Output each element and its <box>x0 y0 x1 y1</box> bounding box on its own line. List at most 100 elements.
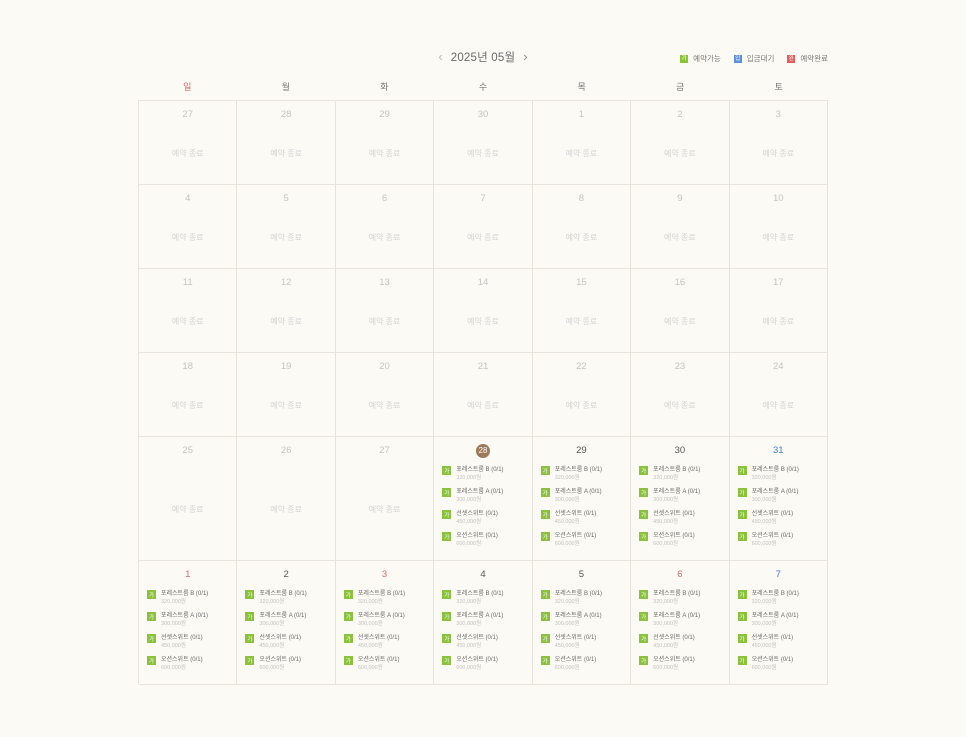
room-item[interactable]: 가 포레스트룸 A (0/1) 300,000원 <box>343 612 429 628</box>
available-badge[interactable]: 가 <box>737 532 747 541</box>
available-badge[interactable]: 가 <box>147 656 156 665</box>
room-item[interactable]: 가 오션스위트 (0/1) 600,000원 <box>737 656 823 672</box>
calendar-day[interactable]: 31 가 포레스트룸 B (0/1) 320,000원 가 포레스트룸 A (0/1) 30… <box>729 437 828 561</box>
room-name[interactable]: 포레스트룸 B (0/1) <box>653 467 701 473</box>
available-badge[interactable]: 가 <box>147 590 156 599</box>
room-item[interactable]: 가 선셋스위트 (0/1) 450,000원 <box>639 634 724 650</box>
room-name[interactable]: 선셋스위트 (0/1) <box>161 635 203 641</box>
calendar-day[interactable]: 3 가 포레스트룸 B (0/1) 320,000원 가 포레스트룸 A (0/1) 300… <box>335 561 435 685</box>
room-name[interactable]: 오션스위트 (0/1) <box>161 657 203 663</box>
room-item[interactable]: 가 포레스트룸 B (0/1) 320,000원 <box>442 590 527 606</box>
available-badge[interactable]: 가 <box>442 488 452 497</box>
available-badge[interactable]: 가 <box>737 634 747 643</box>
room-item[interactable]: 가 포레스트룸 A (0/1) 300,000원 <box>147 612 232 628</box>
calendar-day[interactable]: 29 가 포레스트룸 B (0/1) 320,000원 가 포레스트룸 A (0/1) 30… <box>532 437 632 561</box>
room-item[interactable]: 가 포레스트룸 B (0/1) 320,000원 <box>147 590 232 606</box>
room-item[interactable]: 가 오션스위트 (0/1) 600,000원 <box>639 532 724 548</box>
room-name[interactable]: 선셋스위트 (0/1) <box>259 635 302 641</box>
room-item[interactable]: 가 포레스트룸 A (0/1) 300,000원 <box>442 612 527 628</box>
room-item[interactable]: 가 선셋스위트 (0/1) 450,000원 <box>343 634 429 650</box>
room-item[interactable]: 가 포레스트룸 B (0/1) 320,000원 <box>737 590 823 606</box>
room-item[interactable]: 가 포레스트룸 A (0/1) 300,000원 <box>540 488 626 504</box>
room-item[interactable]: 가 포레스트룸 A (0/1) 300,000원 <box>245 612 330 628</box>
available-badge[interactable]: 가 <box>147 634 156 643</box>
room-item[interactable]: 가 오션스위트 (0/1) 600,000원 <box>245 656 330 672</box>
room-name[interactable]: 포레스트룸 A (0/1) <box>161 613 208 619</box>
available-badge[interactable]: 가 <box>540 634 550 643</box>
room-name[interactable]: 포레스트룸 B (0/1) <box>554 467 602 473</box>
room-name[interactable]: 포레스트룸 A (0/1) <box>554 613 602 619</box>
room-name[interactable]: 포레스트룸 A (0/1) <box>456 489 504 495</box>
available-badge[interactable]: 가 <box>343 656 353 665</box>
room-item[interactable]: 가 포레스트룸 A (0/1) 300,000원 <box>737 612 823 628</box>
room-item[interactable]: 가 선셋스위트 (0/1) 450,000원 <box>639 510 724 526</box>
room-item[interactable]: 가 선셋스위트 (0/1) 450,000원 <box>245 634 330 650</box>
room-item[interactable]: 가 포레스트룸 B (0/1) 320,000원 <box>540 590 626 606</box>
room-item[interactable]: 가 포레스트룸 A (0/1) 300,000원 <box>639 488 724 504</box>
available-badge[interactable]: 가 <box>639 634 649 643</box>
room-item[interactable]: 가 포레스트룸 B (0/1) 320,000원 <box>245 590 330 606</box>
chevron-right-icon[interactable]: › <box>523 49 528 64</box>
room-name[interactable]: 포레스트룸 B (0/1) <box>653 591 701 597</box>
room-name[interactable]: 선셋스위트 (0/1) <box>554 635 597 641</box>
room-item[interactable]: 가 오션스위트 (0/1) 600,000원 <box>343 656 429 672</box>
room-item[interactable]: 가 선셋스위트 (0/1) 450,000원 <box>442 634 527 650</box>
available-badge[interactable]: 가 <box>737 488 747 497</box>
available-badge[interactable]: 가 <box>245 590 255 599</box>
room-name[interactable]: 포레스트룸 B (0/1) <box>456 591 504 597</box>
available-badge[interactable]: 가 <box>737 612 747 621</box>
room-name[interactable]: 포레스트룸 A (0/1) <box>653 613 701 619</box>
room-item[interactable]: 가 선셋스위트 (0/1) 450,000원 <box>442 510 527 526</box>
available-badge[interactable]: 가 <box>147 612 156 621</box>
room-name[interactable]: 포레스트룸 A (0/1) <box>751 489 799 495</box>
room-name[interactable]: 오션스위트 (0/1) <box>357 657 400 663</box>
available-badge[interactable]: 가 <box>540 510 550 519</box>
available-badge[interactable]: 가 <box>442 612 452 621</box>
room-item[interactable]: 가 오션스위트 (0/1) 600,000원 <box>639 656 724 672</box>
room-name[interactable]: 포레스트룸 A (0/1) <box>653 489 701 495</box>
room-name[interactable]: 포레스트룸 A (0/1) <box>259 613 307 619</box>
room-item[interactable]: 가 포레스트룸 A (0/1) 300,000원 <box>737 488 823 504</box>
room-name[interactable]: 선셋스위트 (0/1) <box>653 511 695 517</box>
room-name[interactable]: 포레스트룸 B (0/1) <box>554 591 602 597</box>
calendar-day[interactable]: 4 가 포레스트룸 B (0/1) 320,000원 가 포레스트룸 A (0/1) 300… <box>434 561 533 685</box>
available-badge[interactable]: 가 <box>540 590 550 599</box>
room-name[interactable]: 선셋스위트 (0/1) <box>554 511 597 517</box>
room-name[interactable]: 포레스트룸 B (0/1) <box>751 467 799 473</box>
available-badge[interactable]: 가 <box>639 488 649 497</box>
room-item[interactable]: 가 포레스트룸 B (0/1) 320,000원 <box>639 466 724 482</box>
available-badge[interactable]: 가 <box>245 634 255 643</box>
available-badge[interactable]: 가 <box>639 612 649 621</box>
room-item[interactable]: 가 오션스위트 (0/1) 600,000원 <box>540 656 626 672</box>
available-badge[interactable]: 가 <box>540 532 550 541</box>
available-badge[interactable]: 가 <box>245 656 255 665</box>
calendar-day[interactable]: 5 가 포레스트룸 B (0/1) 320,000원 가 포레스트룸 A (0/1) 300… <box>532 561 632 685</box>
available-badge[interactable]: 가 <box>540 488 550 497</box>
room-name[interactable]: 포레스트룸 A (0/1) <box>554 489 602 495</box>
available-badge[interactable]: 가 <box>343 590 353 599</box>
room-item[interactable]: 가 포레스트룸 A (0/1) 300,000원 <box>540 612 626 628</box>
room-item[interactable]: 가 선셋스위트 (0/1) 450,000원 <box>737 510 823 526</box>
room-name[interactable]: 포레스트룸 A (0/1) <box>751 613 799 619</box>
available-badge[interactable]: 가 <box>442 532 452 541</box>
room-item[interactable]: 가 선셋스위트 (0/1) 450,000원 <box>147 634 232 650</box>
available-badge[interactable]: 가 <box>737 510 747 519</box>
room-item[interactable]: 가 포레스트룸 B (0/1) 320,000원 <box>737 466 823 482</box>
room-name[interactable]: 오션스위트 (0/1) <box>653 533 695 539</box>
available-badge[interactable]: 가 <box>639 510 649 519</box>
available-badge[interactable]: 가 <box>540 612 550 621</box>
room-name[interactable]: 포레스트룸 A (0/1) <box>357 613 405 619</box>
room-item[interactable]: 가 오션스위트 (0/1) 600,000원 <box>147 656 232 672</box>
room-item[interactable]: 가 선셋스위트 (0/1) 450,000원 <box>737 634 823 650</box>
room-item[interactable]: 가 오션스위트 (0/1) 600,000원 <box>737 532 823 548</box>
calendar-day[interactable]: 2 가 포레스트룸 B (0/1) 320,000원 가 포레스트룸 A (0/1) 300… <box>237 561 336 685</box>
available-badge[interactable]: 가 <box>442 656 452 665</box>
room-name[interactable]: 선셋스위트 (0/1) <box>751 511 794 517</box>
room-item[interactable]: 가 포레스트룸 A (0/1) 300,000원 <box>442 488 527 504</box>
room-name[interactable]: 오션스위트 (0/1) <box>751 657 794 663</box>
available-badge[interactable]: 가 <box>639 466 649 475</box>
room-name[interactable]: 오션스위트 (0/1) <box>259 657 302 663</box>
room-name[interactable]: 오션스위트 (0/1) <box>554 657 597 663</box>
room-name[interactable]: 포레스트룸 B (0/1) <box>357 591 406 597</box>
available-badge[interactable]: 가 <box>639 590 649 599</box>
